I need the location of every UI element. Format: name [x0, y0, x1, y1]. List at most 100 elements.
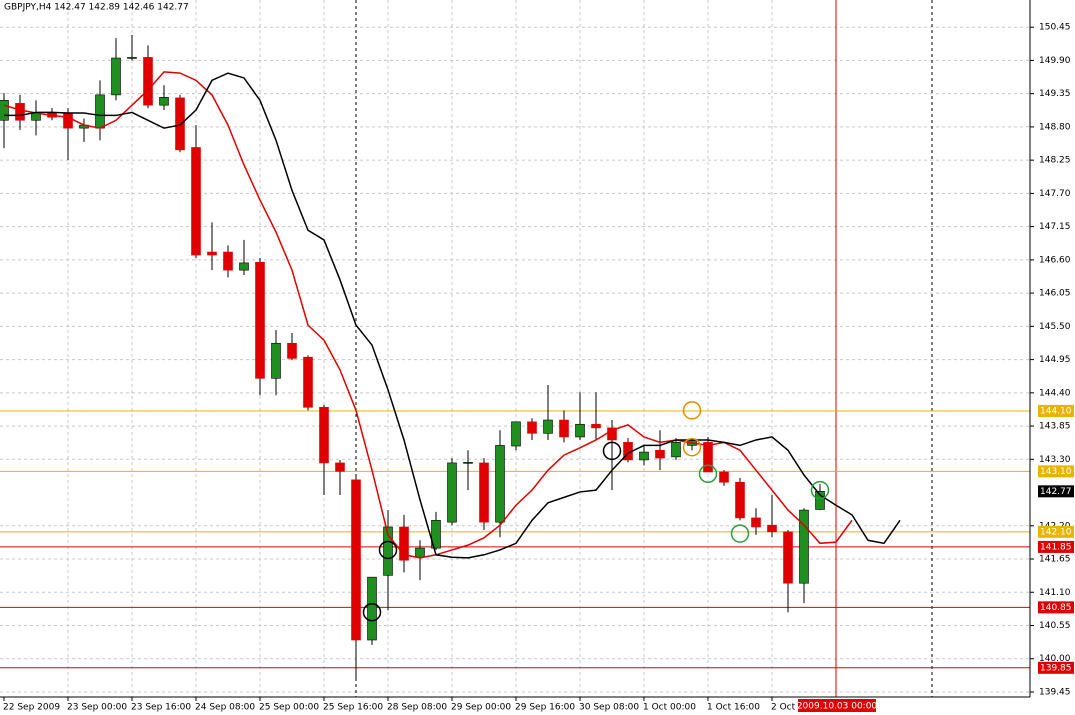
candle-body	[15, 103, 25, 121]
crosshair-label-box	[798, 699, 876, 712]
x-tick-label: 25 Sep 16:00	[323, 703, 383, 713]
signal-marker	[378, 540, 398, 560]
candle-body	[223, 251, 233, 271]
axis-labels: 150.45 149.90 149.35 148.80 148.25 147.70 147.…	[3, 23, 1074, 713]
candle-body	[111, 57, 121, 96]
y-tick-label: 149.35	[1039, 89, 1071, 99]
level-label: 142.10	[1040, 527, 1072, 537]
candle-body	[335, 462, 345, 472]
x-tick-label: 28 Sep 08:00	[387, 703, 447, 713]
level-label: 141.85	[1040, 542, 1072, 552]
y-tick-label: 140.00	[1039, 654, 1071, 664]
candle-body	[639, 451, 649, 461]
level-label-box	[1038, 404, 1074, 417]
candle-body	[271, 342, 281, 379]
candle-body	[127, 57, 137, 59]
level-label-box	[1038, 525, 1074, 538]
y-tick-label: 144.95	[1039, 355, 1071, 365]
candle-body	[319, 407, 329, 464]
candle-body	[159, 97, 169, 106]
candle-body	[255, 261, 265, 379]
candle-body	[527, 421, 537, 434]
signal-marker	[730, 524, 750, 543]
candle-body	[95, 94, 105, 129]
current-price-label: 142.77	[1040, 487, 1072, 497]
plot	[0, 35, 1030, 680]
y-tick-label: 143.85	[1039, 422, 1071, 432]
line-series	[3, 71, 853, 559]
level-label-box	[1038, 661, 1074, 674]
candle-body	[207, 251, 217, 256]
level-label: 143.10	[1040, 467, 1072, 477]
candle-body	[0, 100, 9, 121]
y-tick-label: 140.55	[1039, 621, 1071, 631]
level-label-box	[1038, 465, 1074, 478]
candle-body	[447, 462, 457, 523]
candle-body	[239, 262, 249, 271]
candle-body	[143, 57, 153, 106]
candle-body	[575, 423, 585, 438]
level-label: 144.10	[1040, 406, 1072, 416]
candle-body	[719, 471, 729, 483]
candle-body	[607, 427, 617, 441]
level-label: 140.85	[1040, 603, 1072, 613]
y-tick-label: 144.40	[1039, 388, 1071, 398]
grid	[0, 0, 1030, 697]
candle-body	[799, 509, 809, 584]
candle-body	[63, 112, 73, 129]
y-tick-label: 143.30	[1039, 455, 1071, 465]
candle-body	[543, 419, 553, 434]
signal-marker	[810, 480, 830, 500]
candle-body	[735, 481, 745, 519]
x-tick-label: 22 Sep 2009	[3, 703, 60, 713]
candle-body	[415, 547, 425, 558]
signal-marker	[682, 401, 702, 420]
y-tick-label: 141.65	[1039, 555, 1071, 565]
x-tick-label: 25 Sep 00:00	[259, 703, 319, 713]
level-label-box	[1038, 601, 1074, 614]
x-tick-label: 1 Oct 00:00	[643, 703, 696, 713]
candle-body	[511, 421, 521, 447]
candle-body	[367, 576, 377, 641]
candle-body	[767, 524, 777, 533]
candle-body	[175, 97, 185, 151]
y-tick-label: 149.90	[1039, 56, 1071, 66]
candle-body	[751, 517, 761, 528]
y-tick-label: 139.45	[1039, 687, 1071, 697]
signal-marker	[682, 437, 702, 457]
candle-body	[431, 520, 441, 549]
candle-body	[559, 419, 569, 438]
candle-body	[591, 423, 601, 429]
candle-body	[783, 531, 793, 584]
y-tick-label: 148.25	[1039, 156, 1071, 166]
level-label: 139.85	[1040, 663, 1072, 673]
x-tick-label: 1 Oct 16:00	[707, 703, 760, 713]
signal-marker	[602, 441, 622, 461]
candle-body	[655, 449, 665, 459]
y-tick-label: 147.70	[1039, 189, 1071, 199]
x-tick-label: 24 Sep 08:00	[195, 703, 255, 713]
x-tick-label: 23 Sep 16:00	[131, 703, 191, 713]
y-tick-label: 146.05	[1039, 289, 1071, 299]
candle-body	[383, 526, 393, 576]
y-tick-label: 150.45	[1039, 23, 1071, 33]
line-series	[4, 72, 901, 559]
candle-body	[191, 147, 201, 256]
y-tick-label: 146.60	[1039, 255, 1071, 265]
y-tick-label: 148.80	[1039, 122, 1071, 132]
candle-body	[703, 442, 713, 473]
x-tick-label: 30 Sep 08:00	[579, 703, 639, 713]
current-price-box	[1038, 485, 1074, 498]
x-tick-label: 2 Oct	[771, 703, 796, 713]
candle-body	[671, 442, 681, 458]
candle-body	[303, 356, 313, 408]
y-tick-label: 147.15	[1039, 222, 1071, 232]
chart-title: GBPJPY,H4 142.47 142.89 142.46 142.77	[4, 3, 189, 13]
candle-body	[287, 342, 297, 359]
x-tick-label: 29 Sep 00:00	[451, 703, 511, 713]
signal-marker	[698, 464, 718, 484]
candle-body	[463, 462, 473, 464]
level-label-box	[1038, 540, 1074, 553]
x-tick-label: 23 Sep 00:00	[67, 703, 127, 713]
